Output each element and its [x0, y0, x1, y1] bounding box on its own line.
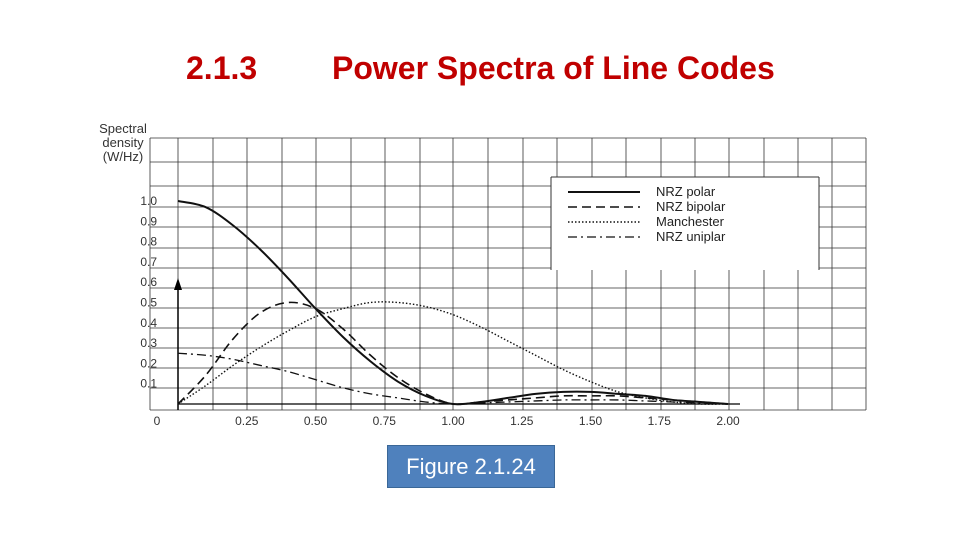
- y-label-line-2: (W/Hz): [103, 149, 143, 164]
- y-tick-0.3: 0.3: [140, 336, 157, 350]
- x-tick-labels: 0 0.25 0.50 0.75 1.00 1.25 1.50 1.75 2.00: [154, 414, 740, 428]
- legend-label-1: NRZ bipolar: [656, 199, 726, 214]
- y-axis-arrow: [174, 278, 182, 290]
- x-tick-0.75: 0.75: [373, 414, 397, 428]
- y-label-line-1: density: [102, 135, 144, 150]
- y-tick-0.4: 0.4: [140, 316, 157, 330]
- y-tick-0.8: 0.8: [140, 235, 157, 249]
- series-line-manchester: [177, 301, 729, 405]
- y-tick-1.0: 1.0: [140, 194, 157, 208]
- legend-label-0: NRZ polar: [656, 184, 716, 199]
- y-tick-0.1: 0.1: [140, 377, 157, 391]
- legend-label-2: Manchester: [656, 214, 725, 229]
- series-line-nrz-uniplar: [177, 352, 729, 405]
- y-tick-0.2: 0.2: [140, 356, 157, 370]
- x-tick-0.50: 0.50: [304, 414, 328, 428]
- legend-label-3: NRZ uniplar: [656, 229, 726, 244]
- chart-axes: [174, 278, 740, 410]
- x-tick-0: 0: [154, 414, 161, 428]
- chart-grid: [149, 137, 867, 411]
- y-label-line-0: Spectral: [99, 121, 147, 136]
- x-tick-2.00: 2.00: [716, 414, 740, 428]
- x-tick-1.00: 1.00: [441, 414, 465, 428]
- y-tick-0.6: 0.6: [140, 275, 157, 289]
- y-tick-0.7: 0.7: [140, 255, 157, 269]
- y-tick-labels: 1.0 0.9 0.8 0.7 0.6 0.5 0.4 0.3 0.2 0.1: [140, 194, 157, 391]
- y-tick-0.5: 0.5: [140, 296, 157, 310]
- spectral-density-chart: 1.0 0.9 0.8 0.7 0.6 0.5 0.4 0.3 0.2 0.1 0 0.25 0.50…: [99, 121, 867, 428]
- x-tick-1.75: 1.75: [648, 414, 672, 428]
- chart-series: [177, 200, 729, 406]
- x-tick-0.25: 0.25: [235, 414, 259, 428]
- slide-title: Power Spectra of Line Codes: [332, 50, 775, 86]
- section-number: 2.1.3: [186, 50, 258, 86]
- y-tick-0.9: 0.9: [140, 214, 157, 228]
- figure-caption: Figure 2.1.24: [387, 445, 555, 488]
- x-tick-1.50: 1.50: [579, 414, 603, 428]
- x-tick-1.25: 1.25: [510, 414, 534, 428]
